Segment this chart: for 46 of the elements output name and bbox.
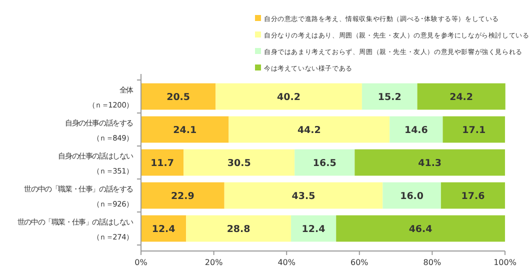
bar bbox=[440, 182, 505, 209]
data-label: 16.5 bbox=[312, 158, 336, 169]
bar bbox=[382, 182, 441, 209]
bar bbox=[141, 83, 216, 110]
bar bbox=[141, 215, 186, 242]
bar bbox=[141, 116, 229, 143]
x-tick-label: 80% bbox=[423, 258, 442, 267]
bar bbox=[390, 116, 443, 143]
x-tick-label: 60% bbox=[350, 258, 369, 267]
data-label: 12.4 bbox=[302, 224, 326, 235]
data-label: 12.4 bbox=[152, 224, 176, 235]
data-label: 28.8 bbox=[226, 224, 251, 235]
bar bbox=[294, 149, 355, 176]
data-label: 43.5 bbox=[292, 191, 316, 202]
data-label: 17.1 bbox=[462, 125, 486, 136]
bar bbox=[336, 215, 505, 242]
data-label: 24.2 bbox=[450, 92, 474, 103]
data-label: 44.2 bbox=[297, 125, 321, 136]
data-label: 24.1 bbox=[173, 125, 197, 136]
bar bbox=[141, 182, 224, 209]
data-label: 20.5 bbox=[166, 92, 190, 103]
data-label: 16.0 bbox=[400, 191, 424, 202]
bar bbox=[417, 83, 506, 110]
bar bbox=[186, 215, 291, 242]
bar bbox=[224, 182, 383, 209]
bar bbox=[442, 116, 505, 143]
data-label: 46.4 bbox=[408, 224, 433, 235]
bar bbox=[354, 149, 505, 176]
data-label: 30.5 bbox=[227, 158, 251, 169]
data-label: 17.6 bbox=[461, 191, 486, 202]
x-tick-label: 100% bbox=[494, 258, 517, 267]
bar bbox=[216, 83, 362, 110]
data-label: 41.3 bbox=[418, 158, 442, 169]
bar bbox=[184, 149, 295, 176]
data-label: 22.9 bbox=[170, 191, 194, 202]
x-tick-label: 20% bbox=[204, 258, 224, 267]
bar bbox=[290, 215, 336, 242]
x-tick-label: 0% bbox=[134, 258, 148, 267]
x-tick-label: 40% bbox=[278, 258, 296, 267]
data-label: 11.7 bbox=[150, 158, 174, 169]
bar bbox=[228, 116, 390, 143]
bar bbox=[141, 149, 184, 176]
data-label: 14.6 bbox=[404, 125, 428, 136]
data-label: 15.2 bbox=[378, 92, 402, 103]
data-label: 40.2 bbox=[277, 92, 301, 103]
bar bbox=[362, 83, 418, 110]
